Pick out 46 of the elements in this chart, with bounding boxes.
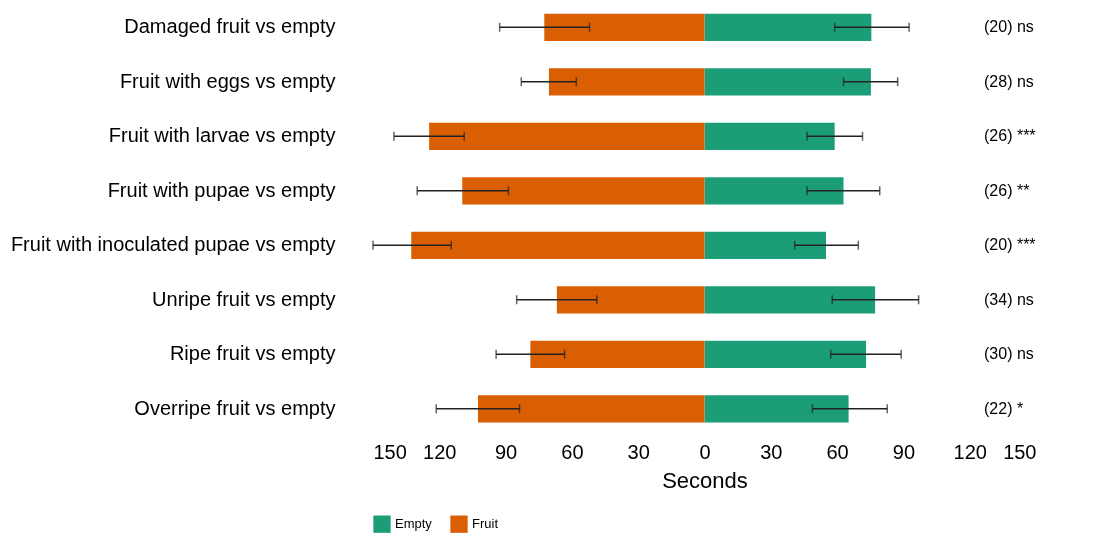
- x-tick-label: 120: [953, 440, 987, 463]
- bar: [544, 13, 705, 41]
- bar: [704, 122, 835, 150]
- x-tick-label: 30: [760, 440, 783, 463]
- y-tick-label: Overripe fruit vs empty: [134, 396, 336, 419]
- x-tick-label: 60: [826, 440, 849, 463]
- x-tick-label: 90: [494, 440, 518, 463]
- legend-label: Fruit: [472, 516, 499, 532]
- bar: [429, 122, 705, 150]
- bar: [411, 231, 705, 259]
- bar: [704, 13, 872, 41]
- annotation: (26) ***: [984, 127, 1036, 145]
- bar: [704, 340, 867, 368]
- bar: [462, 177, 705, 205]
- y-tick-label: Ripe fruit vs empty: [169, 342, 336, 365]
- bar: [704, 395, 849, 423]
- annotation: (20) ***: [984, 236, 1036, 254]
- annotation: (22) *: [984, 399, 1024, 417]
- bar: [556, 286, 705, 314]
- x-tick-label: 150: [1003, 440, 1037, 463]
- annotation: (34) ns: [984, 290, 1034, 308]
- bar: [477, 395, 705, 423]
- bar: [704, 177, 844, 205]
- y-tick-label: Fruit with pupae vs empty: [107, 178, 336, 201]
- bar: [548, 68, 705, 96]
- x-tick-label: 90: [892, 440, 916, 463]
- annotation: (26) **: [984, 181, 1030, 199]
- annotation: (30) ns: [984, 345, 1034, 363]
- x-tick-label: 30: [627, 440, 650, 463]
- y-tick-label: Fruit with inoculated pupae vs empty: [10, 233, 336, 256]
- x-tick-label: 120: [423, 440, 457, 463]
- bar: [704, 286, 876, 314]
- bar: [530, 340, 705, 368]
- y-tick-label: Damaged fruit vs empty: [124, 15, 336, 38]
- legend-label: Empty: [395, 516, 433, 532]
- x-tick-label: 150: [373, 440, 407, 463]
- annotation: (28) ns: [984, 72, 1034, 90]
- y-tick-label: Fruit with eggs vs empty: [119, 69, 336, 92]
- x-axis-title: Seconds: [662, 467, 748, 493]
- bar: [704, 68, 871, 96]
- x-tick-label: 0: [699, 440, 711, 463]
- x-tick-label: 60: [561, 440, 584, 463]
- y-tick-label: Unripe fruit vs empty: [152, 287, 336, 310]
- bar: [704, 231, 827, 259]
- y-tick-label: Fruit with larvae vs empty: [108, 124, 336, 147]
- annotation: (20) ns: [984, 18, 1034, 36]
